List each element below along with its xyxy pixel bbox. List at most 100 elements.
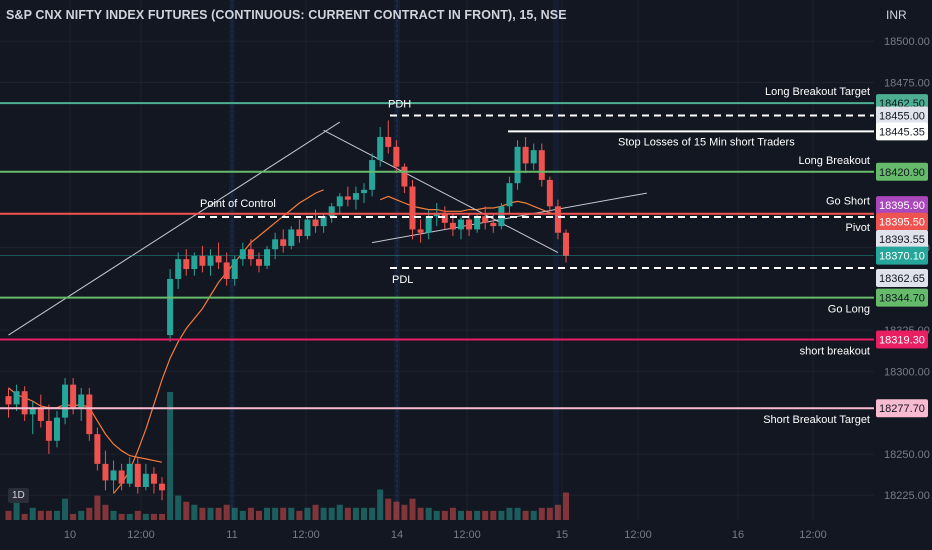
time-tick-label: 12:00 — [453, 529, 481, 541]
volume-bar — [142, 513, 149, 520]
volume-bar — [272, 507, 279, 520]
level-label: Stop Losses of 15 Min short Traders — [618, 136, 795, 148]
candle-body — [207, 255, 214, 266]
candle-body — [369, 160, 376, 190]
volume-bars — [5, 392, 570, 520]
candle-body — [328, 206, 335, 217]
time-tick-label: 11 — [226, 529, 237, 541]
candle-body — [490, 222, 497, 227]
candle-body — [21, 391, 28, 415]
volume-bar — [336, 504, 343, 520]
volume-bar — [126, 513, 133, 520]
volume-bar — [554, 504, 561, 520]
price-axis: 18500.0018475.0018375.0018325.0018300.00… — [874, 0, 932, 550]
volume-bar — [247, 507, 254, 520]
candle-body — [393, 146, 400, 167]
volume-bar — [37, 510, 44, 520]
candle-body — [377, 136, 384, 161]
candle-body — [5, 396, 12, 405]
candle-body — [45, 420, 52, 441]
candle-body — [546, 179, 553, 207]
time-tick-label: 12:00 — [127, 529, 155, 541]
candle-body — [142, 473, 149, 487]
volume-bar — [361, 507, 368, 520]
time-tick-label: 14 — [391, 529, 403, 541]
time-tick-label: 12:00 — [799, 529, 827, 541]
trendline — [8, 121, 341, 336]
candle-body — [175, 259, 182, 279]
volume-bar — [304, 507, 311, 520]
volume-bar — [457, 510, 464, 520]
volume-bar — [239, 510, 246, 520]
time-tick-label: 10 — [64, 529, 76, 541]
price-tag-label: 18370.10 — [879, 251, 925, 263]
price-tag-label: 18455.00 — [879, 111, 925, 123]
price-tag-label: 18344.70 — [879, 293, 925, 305]
candle-body — [482, 216, 489, 223]
price-tag — [876, 196, 928, 215]
volume-bar — [175, 495, 182, 520]
price-tick-label: 18225.00 — [884, 490, 930, 502]
price-tag-label: 18319.30 — [879, 335, 925, 347]
session-band — [394, 0, 400, 520]
volume-bar — [134, 510, 141, 520]
level-label: Long Breakout Target — [765, 86, 870, 98]
price-tag-label: 18393.55 — [879, 234, 925, 246]
volume-bar — [159, 513, 166, 520]
candle-body — [118, 470, 125, 484]
volume-bar — [377, 489, 384, 520]
currency-label: INR — [886, 8, 907, 22]
candle-body — [344, 196, 351, 200]
candle-body — [255, 259, 262, 266]
time-axis: 10 12:00 11 12:00 14 12:00 15 12:00 16 12:00 — [0, 520, 874, 550]
candle-body — [215, 255, 222, 263]
grid — [0, 0, 874, 520]
volume-bar — [70, 513, 77, 520]
candle-body — [247, 249, 254, 260]
candle-body — [425, 216, 432, 233]
candle-body — [110, 470, 117, 481]
timeframe-badge[interactable]: 1D — [8, 488, 29, 503]
candle-body — [134, 463, 141, 487]
price-tag-label: 18395.90 — [879, 200, 925, 212]
volume-bar — [183, 501, 190, 520]
volume-bar — [490, 510, 497, 520]
volume-bar — [449, 507, 456, 520]
volume-bar — [328, 507, 335, 520]
price-tag — [876, 330, 928, 349]
volume-bar — [433, 510, 440, 520]
candle-body — [320, 216, 327, 227]
vwap-segment — [8, 387, 163, 463]
volume-bar — [167, 392, 174, 520]
volume-bar — [474, 510, 481, 520]
annotations: Long Breakout Target PDH Stop Losses of 15… — [200, 86, 870, 426]
candle-body — [530, 150, 537, 164]
volume-bar — [466, 510, 473, 520]
volume-bar — [13, 501, 20, 520]
price-tag-label: 18362.65 — [879, 273, 925, 285]
volume-bar — [409, 498, 416, 520]
price-tag-label: 18445.35 — [879, 126, 925, 138]
time-tick-label: 15 — [556, 529, 568, 541]
volume-bar — [482, 510, 489, 520]
price-tag — [876, 122, 928, 141]
candle-body — [183, 259, 190, 270]
candle-body — [191, 255, 198, 270]
volume-bar — [312, 504, 319, 520]
volume-bar — [352, 507, 359, 520]
level-label: Pivot — [846, 222, 870, 234]
price-tick-label: 18300.00 — [884, 366, 930, 378]
session-separators — [229, 0, 559, 520]
candle-body — [159, 483, 166, 491]
candle-body — [361, 189, 368, 194]
candle-body — [239, 249, 246, 260]
level-label: Long Breakout — [798, 155, 870, 167]
candle-body — [150, 473, 157, 484]
candle-body — [457, 219, 464, 230]
level-label: Go Short — [826, 196, 870, 208]
volume-bar — [498, 510, 505, 520]
volume-bar — [78, 510, 85, 520]
vwap-segment — [379, 195, 559, 216]
volume-bar — [110, 510, 117, 520]
